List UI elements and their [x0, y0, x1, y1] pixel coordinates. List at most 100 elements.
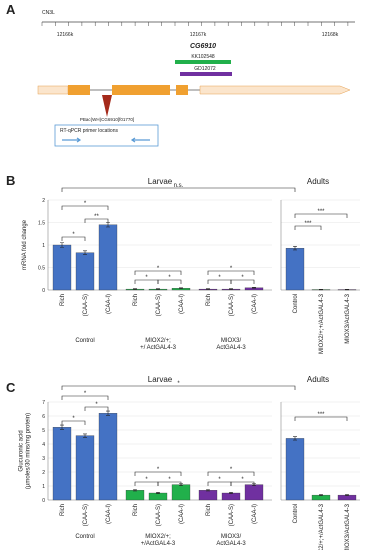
- rnai-line: KK102548: [191, 54, 215, 60]
- significance-bracket: [157, 279, 182, 284]
- significance-bracket: [61, 385, 296, 390]
- bar: [98, 413, 118, 501]
- x-tick-label: (CAA-S): [156, 294, 162, 316]
- group-label: MIOX2/+;: [145, 338, 171, 344]
- group-label: Control: [75, 338, 94, 344]
- primer-box: [54, 124, 159, 147]
- panel-label: A: [6, 2, 16, 17]
- significance-label: *: [95, 402, 98, 408]
- x-tick-label: (CAA-I): [179, 504, 185, 524]
- subplot-title: Adults: [307, 177, 329, 186]
- bar: [52, 427, 72, 501]
- bar: [52, 244, 72, 291]
- y-tick-label: 1: [42, 243, 45, 249]
- y-tick-label: 4: [42, 442, 45, 448]
- gene-name: CG6910: [190, 43, 216, 50]
- error-bar: [345, 494, 349, 496]
- significance-bracket: [207, 471, 255, 476]
- y-tick-label: 0: [42, 288, 45, 294]
- error-bar: [252, 287, 256, 289]
- significance-label: *: [157, 266, 160, 272]
- significance-bracket: [61, 187, 296, 192]
- x-tick-label: (CAA-I): [179, 294, 185, 314]
- x-tick-label: Rich: [60, 504, 66, 516]
- group-label: MIOX3/: [221, 534, 242, 540]
- x-tick-label: (CAA-I): [252, 294, 258, 314]
- panel-label: B: [6, 173, 15, 188]
- exon: [176, 85, 188, 95]
- x-tick-label: (CAA-S): [83, 294, 89, 316]
- utr: [199, 85, 351, 95]
- error-bar: [229, 492, 233, 494]
- significance-bracket: [294, 225, 322, 230]
- utr: [37, 85, 69, 95]
- x-tick-label: (CAA-S): [229, 294, 235, 316]
- primer-label: RT-qPCR primer locations: [60, 128, 118, 134]
- significance-label: **: [94, 214, 99, 220]
- group-label: ActGAL4-3: [216, 541, 246, 547]
- error-bar: [60, 242, 64, 248]
- coordinate: 12166k: [57, 32, 74, 38]
- significance-label: *: [230, 266, 233, 272]
- error-bar: [293, 246, 297, 251]
- y-axis-label: (µmoles/30 mins/mg protein): [26, 413, 32, 489]
- x-tick-label: Rich: [206, 504, 212, 516]
- bar: [285, 247, 305, 291]
- significance-bracket: [294, 416, 348, 421]
- significance-label: *: [72, 416, 75, 422]
- y-tick-label: 3: [42, 456, 45, 462]
- bar: [221, 492, 241, 501]
- error-bar: [83, 433, 87, 438]
- group-label: MIOX3/: [221, 338, 242, 344]
- error-bar: [293, 436, 297, 441]
- x-tick-label: Control: [293, 294, 299, 313]
- bar: [148, 492, 168, 501]
- bar: [75, 435, 95, 501]
- significance-label: *: [72, 232, 75, 238]
- exon: [112, 85, 170, 95]
- chromosome: CN3L: [42, 10, 55, 16]
- subplot-title: Adults: [307, 375, 329, 384]
- significance-label: *: [230, 467, 233, 473]
- significance-label: ***: [317, 412, 325, 418]
- bar: [98, 224, 118, 291]
- x-tick-label: (CAA-S): [229, 504, 235, 526]
- error-bar: [106, 410, 110, 416]
- x-tick-label: MIOX3/ActGAL4-3: [345, 293, 351, 343]
- bar: [125, 490, 145, 501]
- x-tick-label: iMIOX3/ActGAL4-3: [345, 503, 351, 550]
- significance-label: *: [157, 467, 160, 473]
- y-tick-label: 7: [42, 400, 45, 406]
- rnai-line: GD12072: [194, 66, 216, 72]
- significance-bracket: [207, 270, 255, 275]
- y-tick-label: 6: [42, 414, 45, 420]
- exon: [68, 85, 90, 95]
- significance-label: *: [84, 201, 87, 207]
- significance-label: ***: [304, 221, 312, 227]
- error-bar: [133, 288, 137, 290]
- group-label: +/ ActGAL4-3: [140, 345, 177, 351]
- significance-label: *: [168, 275, 171, 281]
- significance-label: *: [218, 275, 221, 281]
- x-tick-label: (CAA-I): [106, 294, 112, 314]
- significance-bracket: [84, 406, 109, 411]
- significance-label: *: [218, 477, 221, 483]
- error-bar: [179, 287, 183, 289]
- significance-label: *: [84, 391, 87, 397]
- y-tick-label: 5: [42, 428, 45, 434]
- error-bar: [156, 288, 160, 290]
- significance-label: *: [168, 477, 171, 483]
- significance-bracket: [61, 395, 109, 400]
- significance-bracket: [134, 270, 182, 275]
- x-tick-label: MIOX2/+;+/ActGAL4-3: [319, 293, 325, 354]
- x-tick-label: (CAA-I): [106, 504, 112, 524]
- x-tick-label: (CAA-S): [83, 504, 89, 526]
- significance-bracket: [61, 205, 109, 210]
- significance-bracket: [134, 471, 182, 476]
- group-label: MIOX2/+;: [145, 534, 171, 540]
- significance-label: *: [145, 275, 148, 281]
- significance-bracket: [230, 279, 255, 284]
- x-tick-label: Rich: [133, 294, 139, 306]
